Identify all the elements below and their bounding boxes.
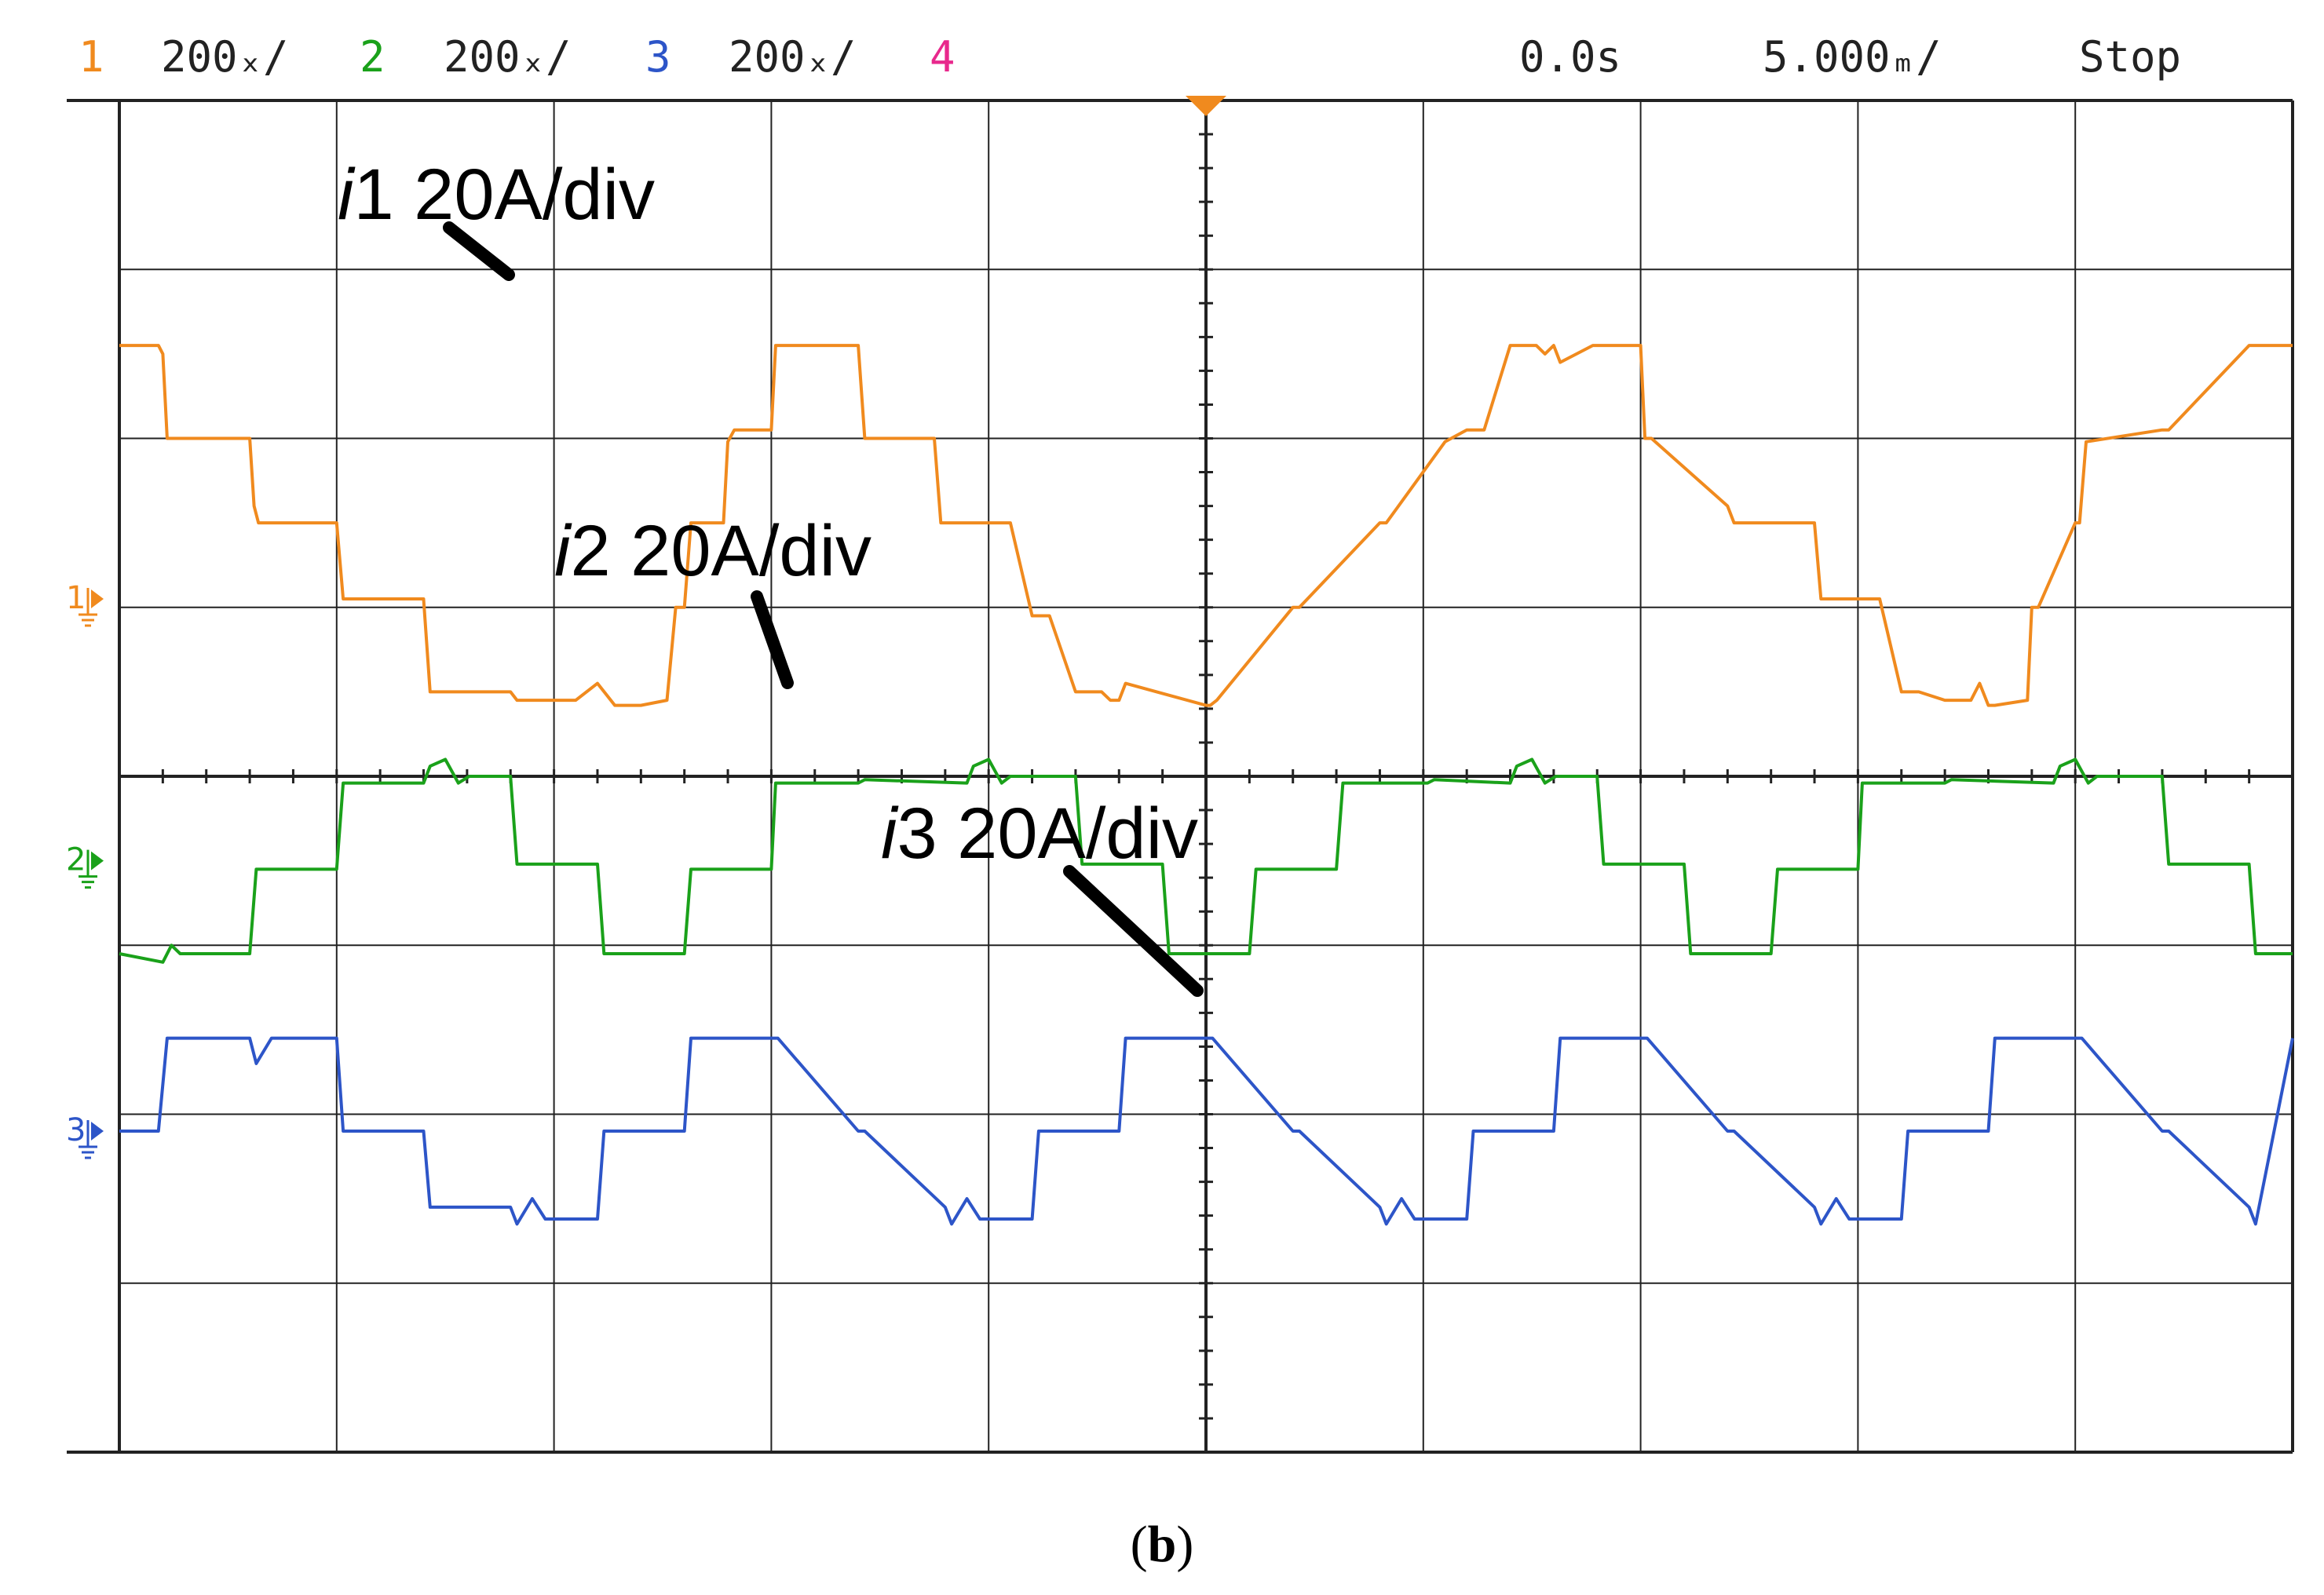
- ground-marker-label: 2: [66, 842, 86, 878]
- ch3-ground-marker: 3: [66, 1112, 104, 1159]
- time-scale: 5.000ₘ/: [1763, 32, 1942, 82]
- i1-pointer: [443, 221, 515, 281]
- i3-annotation: i3 20A/div: [881, 794, 1199, 874]
- run-state[interactable]: Stop: [2079, 32, 2182, 82]
- ch1-scale: 200ₓ/: [161, 32, 289, 82]
- annotation-pointers: [443, 221, 1204, 997]
- ground-marker-label: 1: [66, 580, 86, 616]
- i2-pointer: [751, 590, 794, 689]
- ch2-ground-marker: 2: [66, 842, 104, 889]
- i1-annotation: i1 20A/div: [338, 155, 656, 235]
- i2-trace: [119, 757, 2293, 964]
- trigger-position-marker: [1186, 96, 1226, 116]
- i2-annotation: i2 20A/div: [554, 511, 872, 591]
- channel-markers: 1 2 3: [66, 580, 104, 1159]
- ch1-ground-marker: 1: [66, 580, 104, 627]
- i1-trace: [119, 344, 2293, 707]
- ground-marker-label: 3: [66, 1112, 86, 1148]
- ch4-number[interactable]: 4: [930, 32, 956, 82]
- traces: [119, 344, 2294, 1226]
- ch3-number[interactable]: 3: [645, 32, 671, 82]
- grid: [67, 96, 2294, 1454]
- ch2-scale: 200ₓ/: [444, 32, 572, 82]
- ch1-number[interactable]: 1: [79, 32, 104, 82]
- figure-caption: (b): [1130, 1516, 1194, 1573]
- i3-trace: [119, 1036, 2294, 1226]
- ch3-scale: 200ₓ/: [729, 32, 857, 82]
- time-position: 0.0s: [1519, 32, 1622, 82]
- ch2-number[interactable]: 2: [360, 32, 386, 82]
- i3-pointer: [1063, 865, 1204, 997]
